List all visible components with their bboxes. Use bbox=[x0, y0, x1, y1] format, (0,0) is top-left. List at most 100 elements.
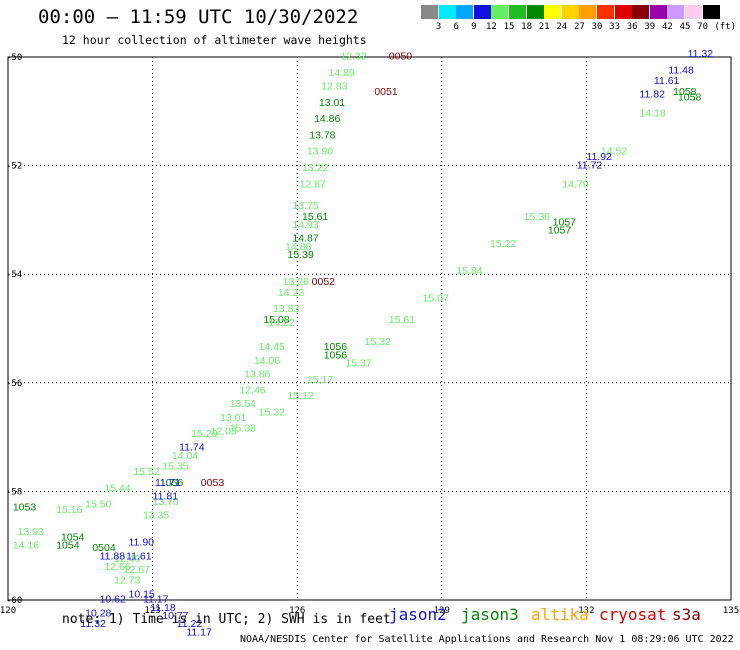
data-label: 14.04 bbox=[172, 450, 198, 462]
data-label: 1056 bbox=[324, 341, 348, 353]
data-label: 14.86 bbox=[314, 113, 340, 125]
data-label: 10.15 bbox=[129, 588, 155, 600]
data-label: 11.22 bbox=[177, 618, 203, 630]
data-label: 15.39 bbox=[288, 249, 314, 261]
colorbar-label: 33 bbox=[609, 22, 621, 32]
data-label: 13.35 bbox=[143, 510, 169, 522]
data-label: 1053 bbox=[13, 501, 37, 513]
data-label: 15.36 bbox=[524, 211, 550, 223]
data-label: 15.61 bbox=[389, 314, 415, 326]
colorbar-label: 3 bbox=[435, 22, 442, 32]
data-label: 10.62 bbox=[100, 594, 126, 606]
colorbar-label: 6 bbox=[453, 22, 459, 32]
data-label: 12.46 bbox=[239, 385, 265, 397]
data-label: 12.73 bbox=[114, 575, 140, 587]
data-label: 11.17 bbox=[143, 594, 169, 606]
data-label: 13.90 bbox=[307, 146, 333, 158]
colorbar-label: 24 bbox=[556, 22, 568, 32]
colorbar-swatch bbox=[438, 5, 456, 19]
data-label: 11.74 bbox=[179, 442, 205, 454]
data-label: 1058 bbox=[678, 91, 702, 103]
x-tick-label: 129 bbox=[434, 606, 450, 616]
data-label: 14.79 bbox=[562, 178, 588, 190]
data-label: 14.52 bbox=[601, 146, 627, 158]
colorbar-label: 15 bbox=[503, 22, 515, 32]
data-label: 11.61 bbox=[654, 75, 680, 87]
data-label: 0052 bbox=[312, 276, 336, 288]
data-label: 11.90 bbox=[129, 537, 155, 549]
colorbar-label: 9 bbox=[471, 22, 477, 32]
data-label: 12.49 bbox=[114, 553, 140, 565]
x-tick-label: 126 bbox=[289, 606, 305, 616]
data-label: 13.78 bbox=[309, 129, 335, 141]
colorbar-label: 21 bbox=[538, 22, 550, 32]
data-label: 15.37 bbox=[345, 358, 371, 370]
data-label: 15.84 bbox=[456, 265, 482, 277]
data-label: 15.44 bbox=[104, 482, 130, 494]
data-label: 0051 bbox=[374, 86, 398, 98]
data-label: 13.70 bbox=[153, 496, 179, 508]
data-label: 1058 bbox=[673, 86, 697, 98]
page-title: 00:00 – 11:59 UTC 10/30/2022 bbox=[38, 6, 359, 28]
data-label: 1057 bbox=[553, 216, 577, 228]
data-label: 13.75 bbox=[292, 200, 318, 212]
data-label: 11.92 bbox=[586, 151, 612, 163]
x-tick-label: 135 bbox=[723, 606, 739, 616]
colorbar-swatch bbox=[509, 5, 526, 19]
data-label: 11.18 bbox=[150, 602, 176, 614]
plot-frame bbox=[7, 56, 732, 601]
colorbar-swatch bbox=[561, 5, 579, 19]
data-label: 15.12 bbox=[288, 390, 314, 402]
colorbar-label: 39 bbox=[644, 22, 656, 32]
y-tick-label: -54 bbox=[6, 270, 22, 280]
colorbar-swatch bbox=[473, 5, 491, 19]
colorbar-label: 18 bbox=[521, 22, 533, 32]
colorbar-swatch bbox=[702, 5, 720, 19]
data-label: 14.88 bbox=[285, 241, 311, 253]
data-label: 11.72 bbox=[577, 159, 603, 171]
colorbar-swatch bbox=[544, 5, 562, 19]
mission-jason2: jason2 bbox=[389, 605, 447, 624]
data-label: 14.06 bbox=[254, 355, 280, 367]
colorbar-swatch bbox=[685, 5, 702, 19]
data-label: 15.52 bbox=[133, 466, 159, 478]
mission-altika: altika bbox=[531, 605, 589, 624]
data-label: 15.38 bbox=[230, 423, 256, 435]
footer-note: note: 1) Time is in UTC; 2) SWH is in fe… bbox=[62, 612, 391, 627]
data-label: 11.17 bbox=[186, 626, 212, 638]
data-label: 12.67 bbox=[124, 564, 150, 576]
data-label: 13.01 bbox=[319, 97, 345, 109]
data-label: 0504 bbox=[92, 542, 116, 554]
footer-credit: NOAA/NESDIS Center for Satellite Applica… bbox=[240, 634, 734, 645]
data-label: 11.61 bbox=[126, 550, 152, 562]
colorbar-swatch bbox=[579, 5, 597, 19]
data-label: 1056 bbox=[324, 349, 348, 361]
data-label: 11.82 bbox=[639, 89, 665, 101]
data-label: 14.89 bbox=[329, 67, 355, 79]
y-tick-label: -60 bbox=[6, 596, 22, 606]
colorbar-label: 36 bbox=[626, 22, 638, 32]
data-label: 15.08 bbox=[263, 314, 289, 326]
data-label: 14.87 bbox=[292, 233, 318, 245]
colorbar-label: 45 bbox=[679, 22, 691, 32]
data-label: 11.48 bbox=[668, 64, 694, 76]
data-label: 11.88 bbox=[100, 550, 126, 562]
data-label: 11.81 bbox=[153, 491, 179, 503]
data-label: 15.22 bbox=[490, 238, 516, 250]
colorbar-swatch bbox=[526, 5, 544, 19]
data-label: 14.45 bbox=[259, 341, 285, 353]
colorbar-swatch bbox=[597, 5, 614, 19]
data-label: 14.16 bbox=[13, 539, 39, 551]
data-label: 13.26 bbox=[283, 276, 309, 288]
colorbar-swatch bbox=[491, 5, 509, 19]
data-label: 12.83 bbox=[321, 81, 347, 93]
data-label: 15.50 bbox=[85, 499, 111, 511]
data-label: 14.22 bbox=[268, 317, 294, 329]
colorbar-label: 70 bbox=[697, 22, 709, 32]
data-label: 11.32 bbox=[80, 618, 106, 630]
data-label: 13.83 bbox=[273, 303, 299, 315]
colorbar-swatch bbox=[421, 5, 438, 19]
data-label: 15.17 bbox=[307, 374, 333, 386]
y-tick-label: -52 bbox=[6, 162, 22, 172]
